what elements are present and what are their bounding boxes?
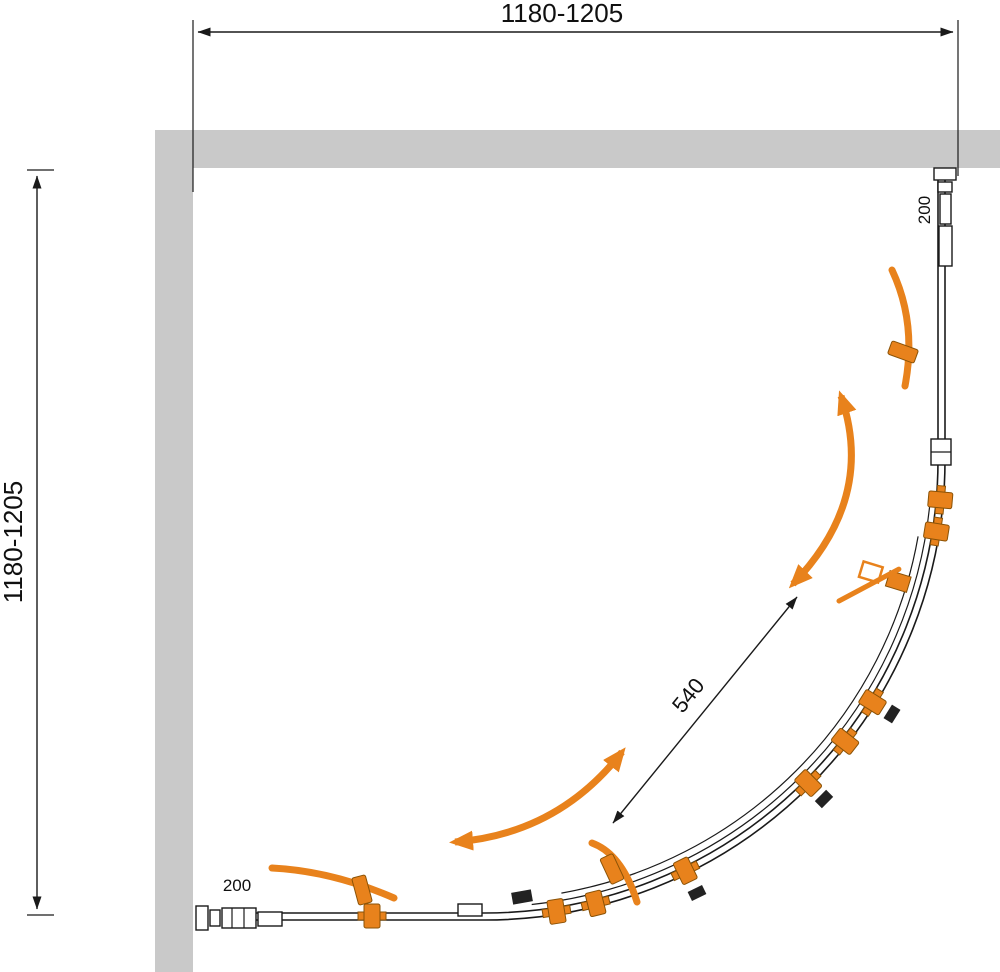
- profile-segment: [938, 225, 953, 267]
- door-roller: [921, 515, 951, 548]
- dimension-width-label: 1180-1205: [501, 0, 623, 28]
- dimension-width: 1180-1205: [192, 0, 959, 192]
- door-hardware: [357, 484, 954, 929]
- door-roller: [926, 484, 954, 516]
- glass-panels: [250, 172, 946, 921]
- glass-bracket: [457, 903, 483, 917]
- handle-bracket: [887, 340, 919, 364]
- dimension-door-label: 540: [667, 673, 710, 717]
- profile-cap: [933, 167, 957, 181]
- dimension-door: 540: [612, 596, 798, 824]
- wall-profile-bottom: [195, 903, 483, 931]
- profile-segment: [209, 909, 221, 927]
- door-handle-top: [888, 266, 913, 390]
- profile-segment: [937, 181, 953, 193]
- fixed-panel-top-label: 200: [915, 196, 934, 224]
- slide-arrow-bottom: [449, 747, 626, 851]
- roller-fitting: [511, 889, 533, 905]
- wall-left: [155, 130, 193, 972]
- door-roller: [357, 903, 387, 929]
- profile-segment: [221, 907, 257, 929]
- door-roller: [666, 853, 704, 889]
- dimension-depth-label: 1180-1205: [0, 481, 28, 603]
- glass-bracket: [930, 438, 952, 466]
- slide-arrow-top: [788, 390, 857, 589]
- handle-bracket: [351, 874, 373, 906]
- roller-fitting: [687, 884, 707, 902]
- wall-profile-top: [930, 167, 957, 466]
- glass-hinge: [836, 559, 912, 604]
- wall-top: [155, 130, 1000, 168]
- door-handles: [268, 266, 919, 906]
- dimension-depth: 1180-1205: [0, 169, 54, 916]
- profile-segment: [257, 911, 283, 927]
- roller-fitting: [814, 789, 834, 809]
- door-handle-left: [268, 864, 398, 902]
- roller-fitting: [883, 704, 901, 724]
- walls: [155, 130, 1000, 972]
- handle-bracket: [599, 853, 625, 885]
- motion-arrows: [449, 390, 857, 851]
- profile-segment: [939, 193, 952, 225]
- door-roller: [540, 896, 573, 926]
- door-roller: [578, 887, 613, 919]
- dimension-line: [612, 596, 798, 824]
- fixed-panel-bottom-label: 200: [223, 876, 251, 895]
- profile-cap: [195, 905, 209, 931]
